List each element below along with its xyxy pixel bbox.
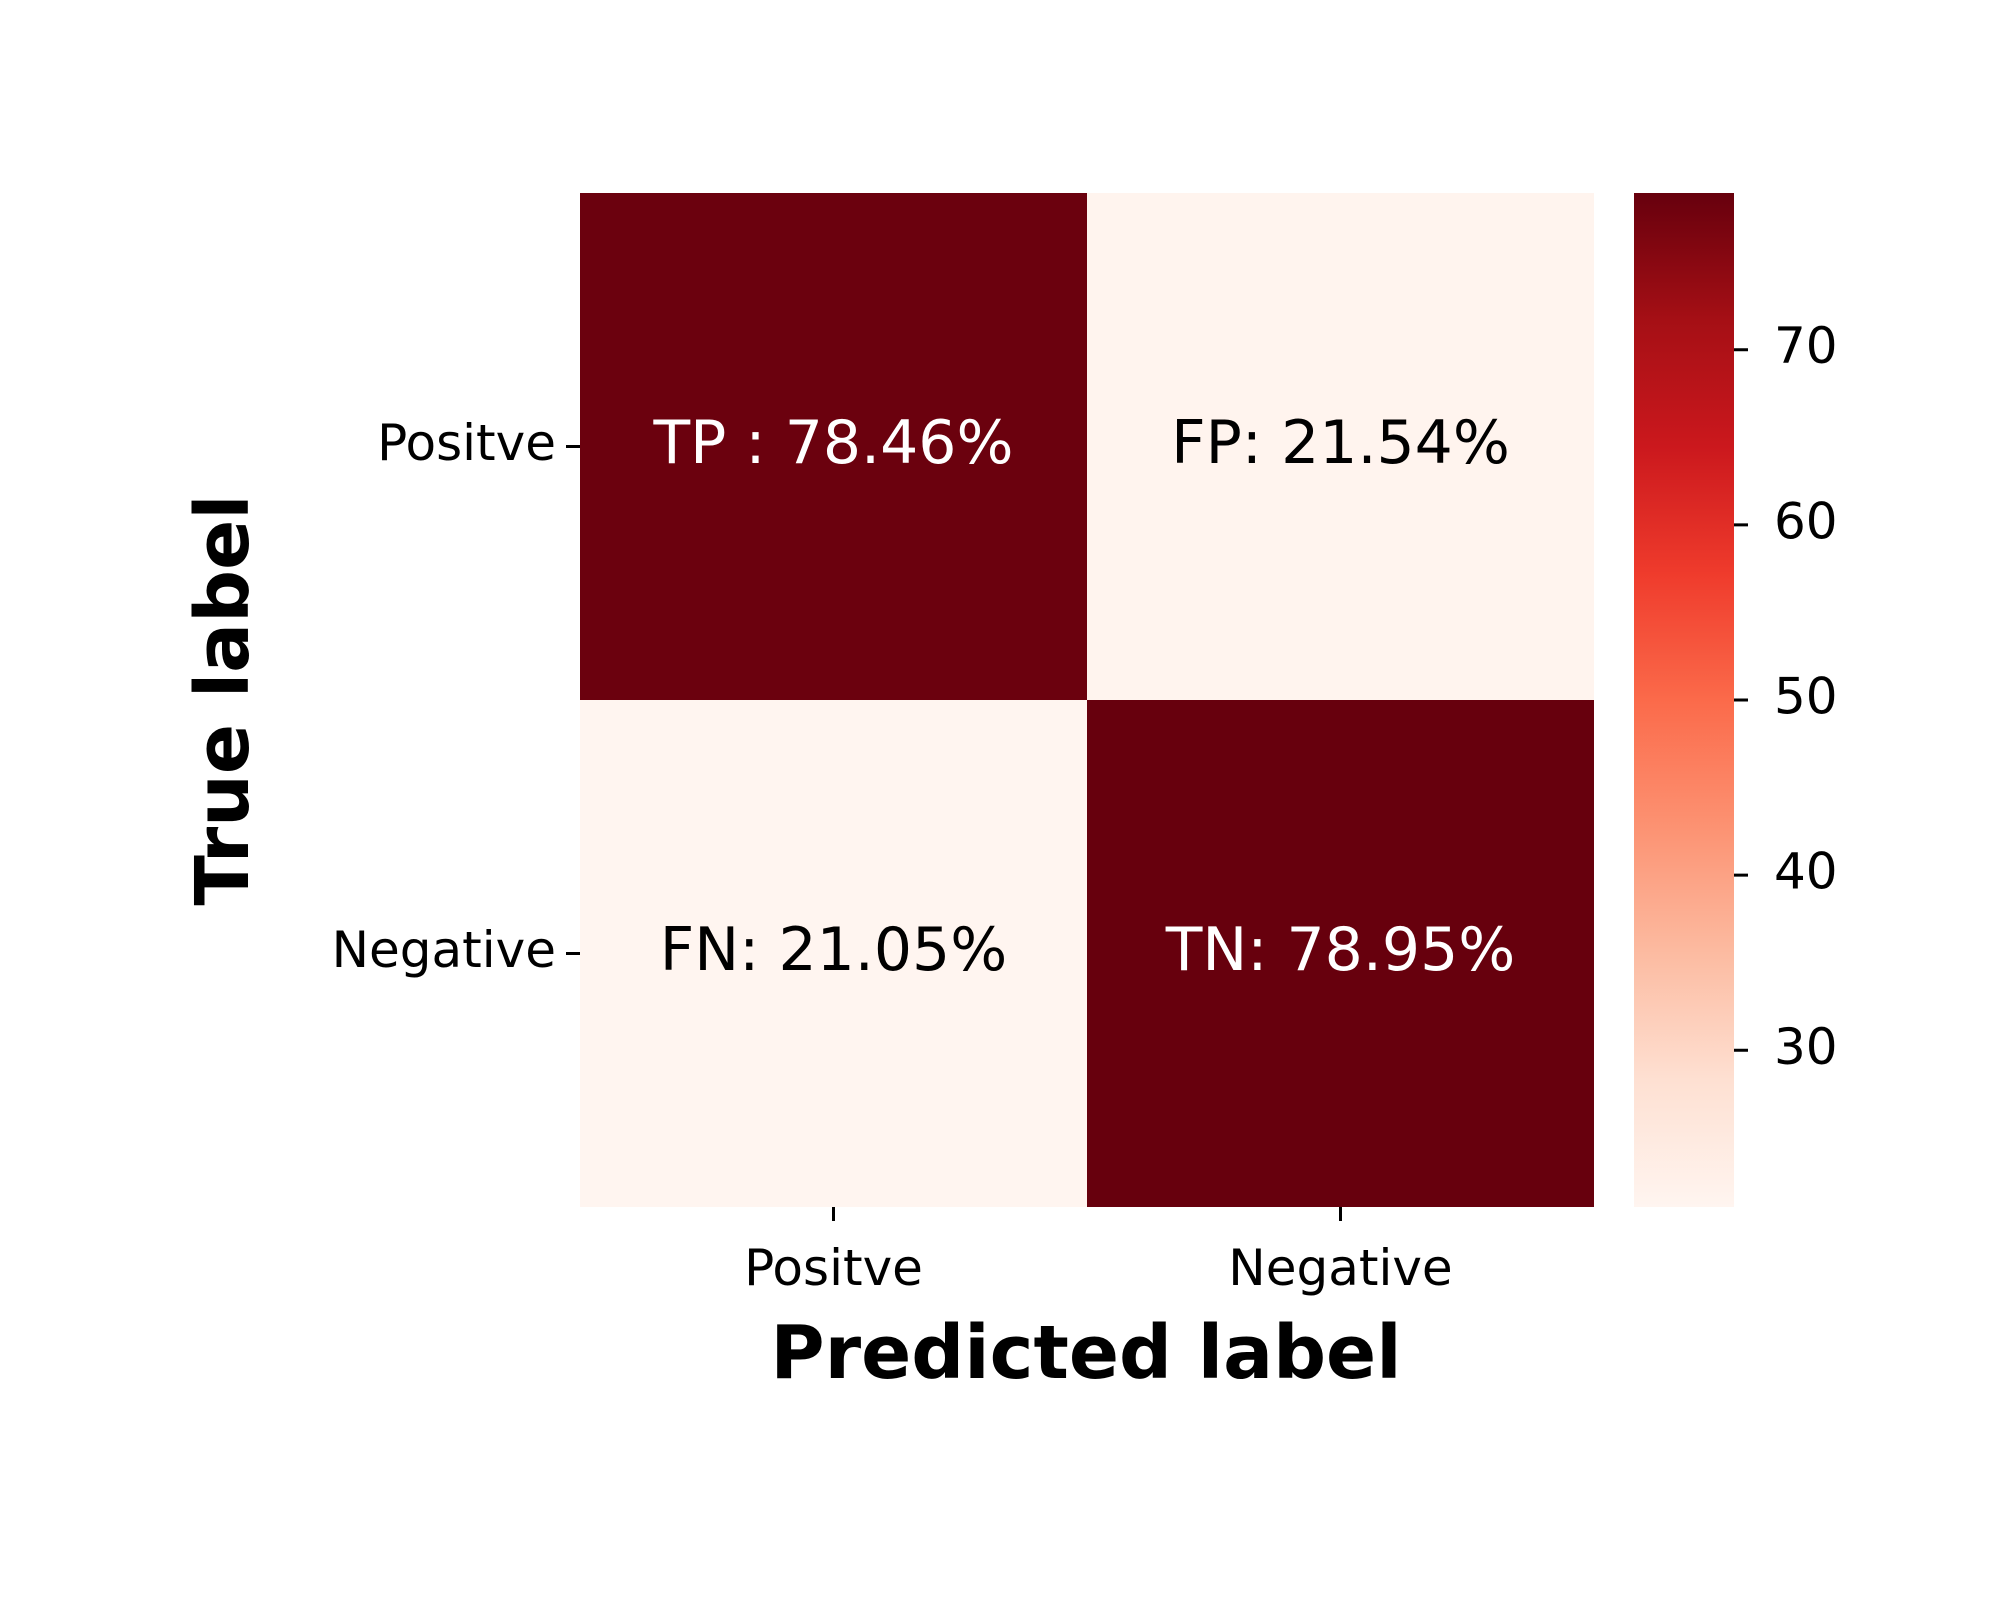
y-tick-label-1: Negative bbox=[332, 921, 556, 979]
colorbar-tick-label-0: 30 bbox=[1774, 1018, 1838, 1076]
y-axis-label: True label bbox=[180, 494, 266, 905]
colorbar bbox=[1634, 193, 1734, 1207]
colorbar-tick-label-4: 70 bbox=[1774, 317, 1838, 375]
cell-label-0-1: FP: 21.54% bbox=[1171, 408, 1510, 478]
cell-label-0-0: TP : 78.46% bbox=[653, 408, 1014, 478]
cell-1-1 bbox=[1087, 700, 1594, 1207]
cell-1-0 bbox=[580, 700, 1087, 1207]
y-tick-label-0: Positve bbox=[377, 414, 556, 472]
colorbar-ticks: 30 40 50 60 70 bbox=[1734, 317, 1838, 1076]
cell-label-1-1: TN: 78.95% bbox=[1165, 915, 1516, 985]
colorbar-tick-label-3: 60 bbox=[1774, 492, 1838, 550]
colorbar-tick-label-1: 40 bbox=[1774, 843, 1838, 901]
cell-0-0 bbox=[580, 193, 1087, 700]
y-axis-ticks: Positve Negative bbox=[332, 414, 580, 979]
x-axis-label: Predicted label bbox=[770, 1310, 1401, 1396]
x-tick-label-1: Negative bbox=[1228, 1239, 1452, 1297]
cell-label-1-0: FN: 21.05% bbox=[660, 915, 1007, 985]
x-tick-label-0: Positve bbox=[744, 1239, 923, 1297]
heatmap-cells: TP : 78.46% FP: 21.54% FN: 21.05% TN: 78.95… bbox=[580, 193, 1594, 1207]
cell-0-1 bbox=[1087, 193, 1594, 700]
x-axis-ticks: Positve Negative bbox=[744, 1207, 1453, 1297]
colorbar-tick-label-2: 50 bbox=[1774, 668, 1838, 726]
